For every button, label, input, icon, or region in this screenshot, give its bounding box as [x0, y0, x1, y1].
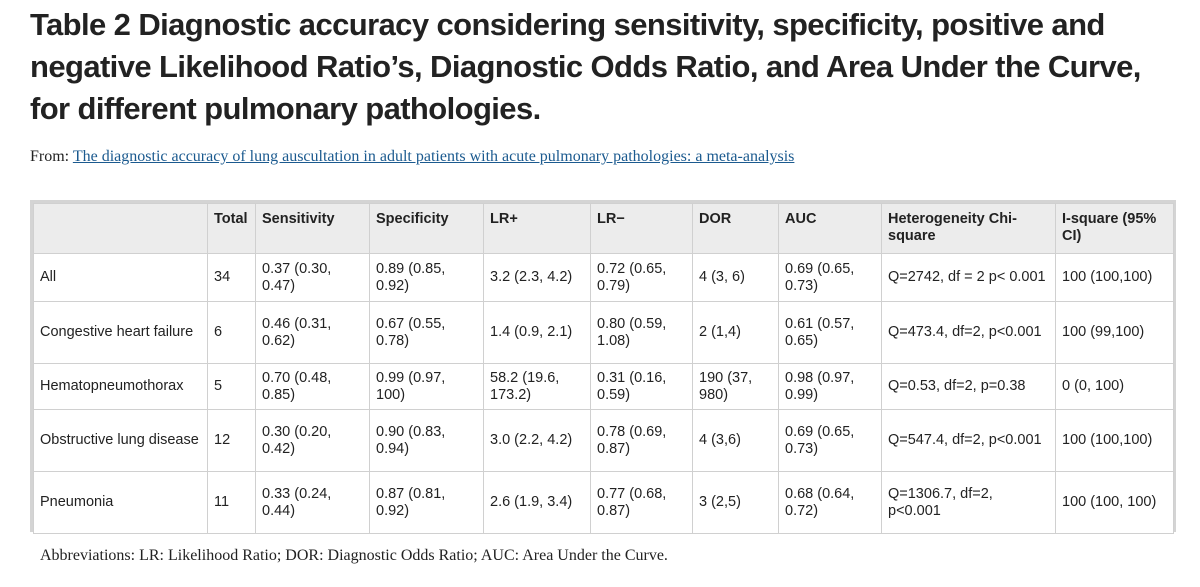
column-header: LR+	[483, 203, 591, 254]
from-label: From:	[30, 148, 70, 165]
table-cell: 2 (1,4)	[692, 301, 779, 364]
table-cell: 4 (3,6)	[692, 409, 779, 472]
table-cell: 0.46 (0.31, 0.62)	[255, 301, 370, 364]
table-cell: 4 (3, 6)	[692, 253, 779, 302]
column-header: Total	[207, 203, 256, 254]
table-header-row: Total Sensitivity Specificity LR+ LR− DO…	[33, 203, 1174, 254]
table-cell: 1.4 (0.9, 2.1)	[483, 301, 591, 364]
table-cell: All	[33, 253, 208, 302]
table-cell: Obstructive lung disease	[33, 409, 208, 472]
column-header: Sensitivity	[255, 203, 370, 254]
table-cell: 0.72 (0.65, 0.79)	[590, 253, 693, 302]
column-header: I-square (95% CI)	[1055, 203, 1174, 254]
table-cell: 0.77 (0.68, 0.87)	[590, 471, 693, 534]
table-cell: 0.33 (0.24, 0.44)	[255, 471, 370, 534]
table-cell: 0.37 (0.30, 0.47)	[255, 253, 370, 302]
table-cell: 0.87 (0.81, 0.92)	[369, 471, 484, 534]
table-cell: 0.69 (0.65, 0.73)	[778, 409, 882, 472]
table-cell: 34	[207, 253, 256, 302]
table-row: Pneumonia 11 0.33 (0.24, 0.44) 0.87 (0.8…	[33, 471, 1174, 534]
table-cell: 0.70 (0.48, 0.85)	[255, 363, 370, 410]
table-row: Congestive heart failure 6 0.46 (0.31, 0…	[33, 301, 1174, 364]
table-row: All 34 0.37 (0.30, 0.47) 0.89 (0.85, 0.9…	[33, 253, 1174, 302]
table-cell: 100 (100,100)	[1055, 409, 1174, 472]
table-cell: 0 (0, 100)	[1055, 363, 1174, 410]
table-cell: 6	[207, 301, 256, 364]
table-cell: 100 (99,100)	[1055, 301, 1174, 364]
column-header	[33, 203, 208, 254]
table-cell: 0.89 (0.85, 0.92)	[369, 253, 484, 302]
table-cell: 0.68 (0.64, 0.72)	[778, 471, 882, 534]
table-cell: 0.90 (0.83, 0.94)	[369, 409, 484, 472]
table-cell: Q=0.53, df=2, p=0.38	[881, 363, 1056, 410]
abbreviations-footnote: Abbreviations: LR: Likelihood Ratio; DOR…	[40, 547, 668, 564]
table-cell: 12	[207, 409, 256, 472]
diagnostic-accuracy-table: Total Sensitivity Specificity LR+ LR− DO…	[30, 200, 1176, 534]
table-row: Hematopneumothorax 5 0.70 (0.48, 0.85) 0…	[33, 363, 1174, 410]
table-cell: Q=473.4, df=2, p<0.001	[881, 301, 1056, 364]
table-cell: Q=2742, df = 2 p< 0.001	[881, 253, 1056, 302]
table-cell: 0.61 (0.57, 0.65)	[778, 301, 882, 364]
source-line: From: The diagnostic accuracy of lung au…	[30, 148, 794, 166]
column-header: DOR	[692, 203, 779, 254]
table-cell: 58.2 (19.6, 173.2)	[483, 363, 591, 410]
table-cell: Pneumonia	[33, 471, 208, 534]
table-cell: 0.31 (0.16, 0.59)	[590, 363, 693, 410]
source-article-link[interactable]: The diagnostic accuracy of lung ausculta…	[72, 148, 795, 165]
table-cell: Hematopneumothorax	[33, 363, 208, 410]
table-cell: 3 (2,5)	[692, 471, 779, 534]
column-header: Heterogeneity Chi-square	[881, 203, 1056, 254]
table-cell: 5	[207, 363, 256, 410]
table-cell: Q=1306.7, df=2, p<0.001	[881, 471, 1056, 534]
column-header: Specificity	[369, 203, 484, 254]
table-cell: 100 (100,100)	[1055, 253, 1174, 302]
table-cell: Congestive heart failure	[33, 301, 208, 364]
table-cell: 100 (100, 100)	[1055, 471, 1174, 534]
table-cell: 3.2 (2.3, 4.2)	[483, 253, 591, 302]
table-cell: 3.0 (2.2, 4.2)	[483, 409, 591, 472]
table-cell: 2.6 (1.9, 3.4)	[483, 471, 591, 534]
table-cell: 0.78 (0.69, 0.87)	[590, 409, 693, 472]
table-cell: 0.80 (0.59, 1.08)	[590, 301, 693, 364]
table-cell: 190 (37, 980)	[692, 363, 779, 410]
table-cell: Q=547.4, df=2, p<0.001	[881, 409, 1056, 472]
table-cell: 0.98 (0.97, 0.99)	[778, 363, 882, 410]
table-cell: 0.99 (0.97, 100)	[369, 363, 484, 410]
page-title: Table 2 Diagnostic accuracy considering …	[30, 7, 1141, 126]
table-row: Obstructive lung disease 12 0.30 (0.20, …	[33, 409, 1174, 472]
table-cell: 0.30 (0.20, 0.42)	[255, 409, 370, 472]
column-header: LR−	[590, 203, 693, 254]
table-cell: 0.69 (0.65, 0.73)	[778, 253, 882, 302]
table-cell: 0.67 (0.55, 0.78)	[369, 301, 484, 364]
table-cell: 11	[207, 471, 256, 534]
column-header: AUC	[778, 203, 882, 254]
